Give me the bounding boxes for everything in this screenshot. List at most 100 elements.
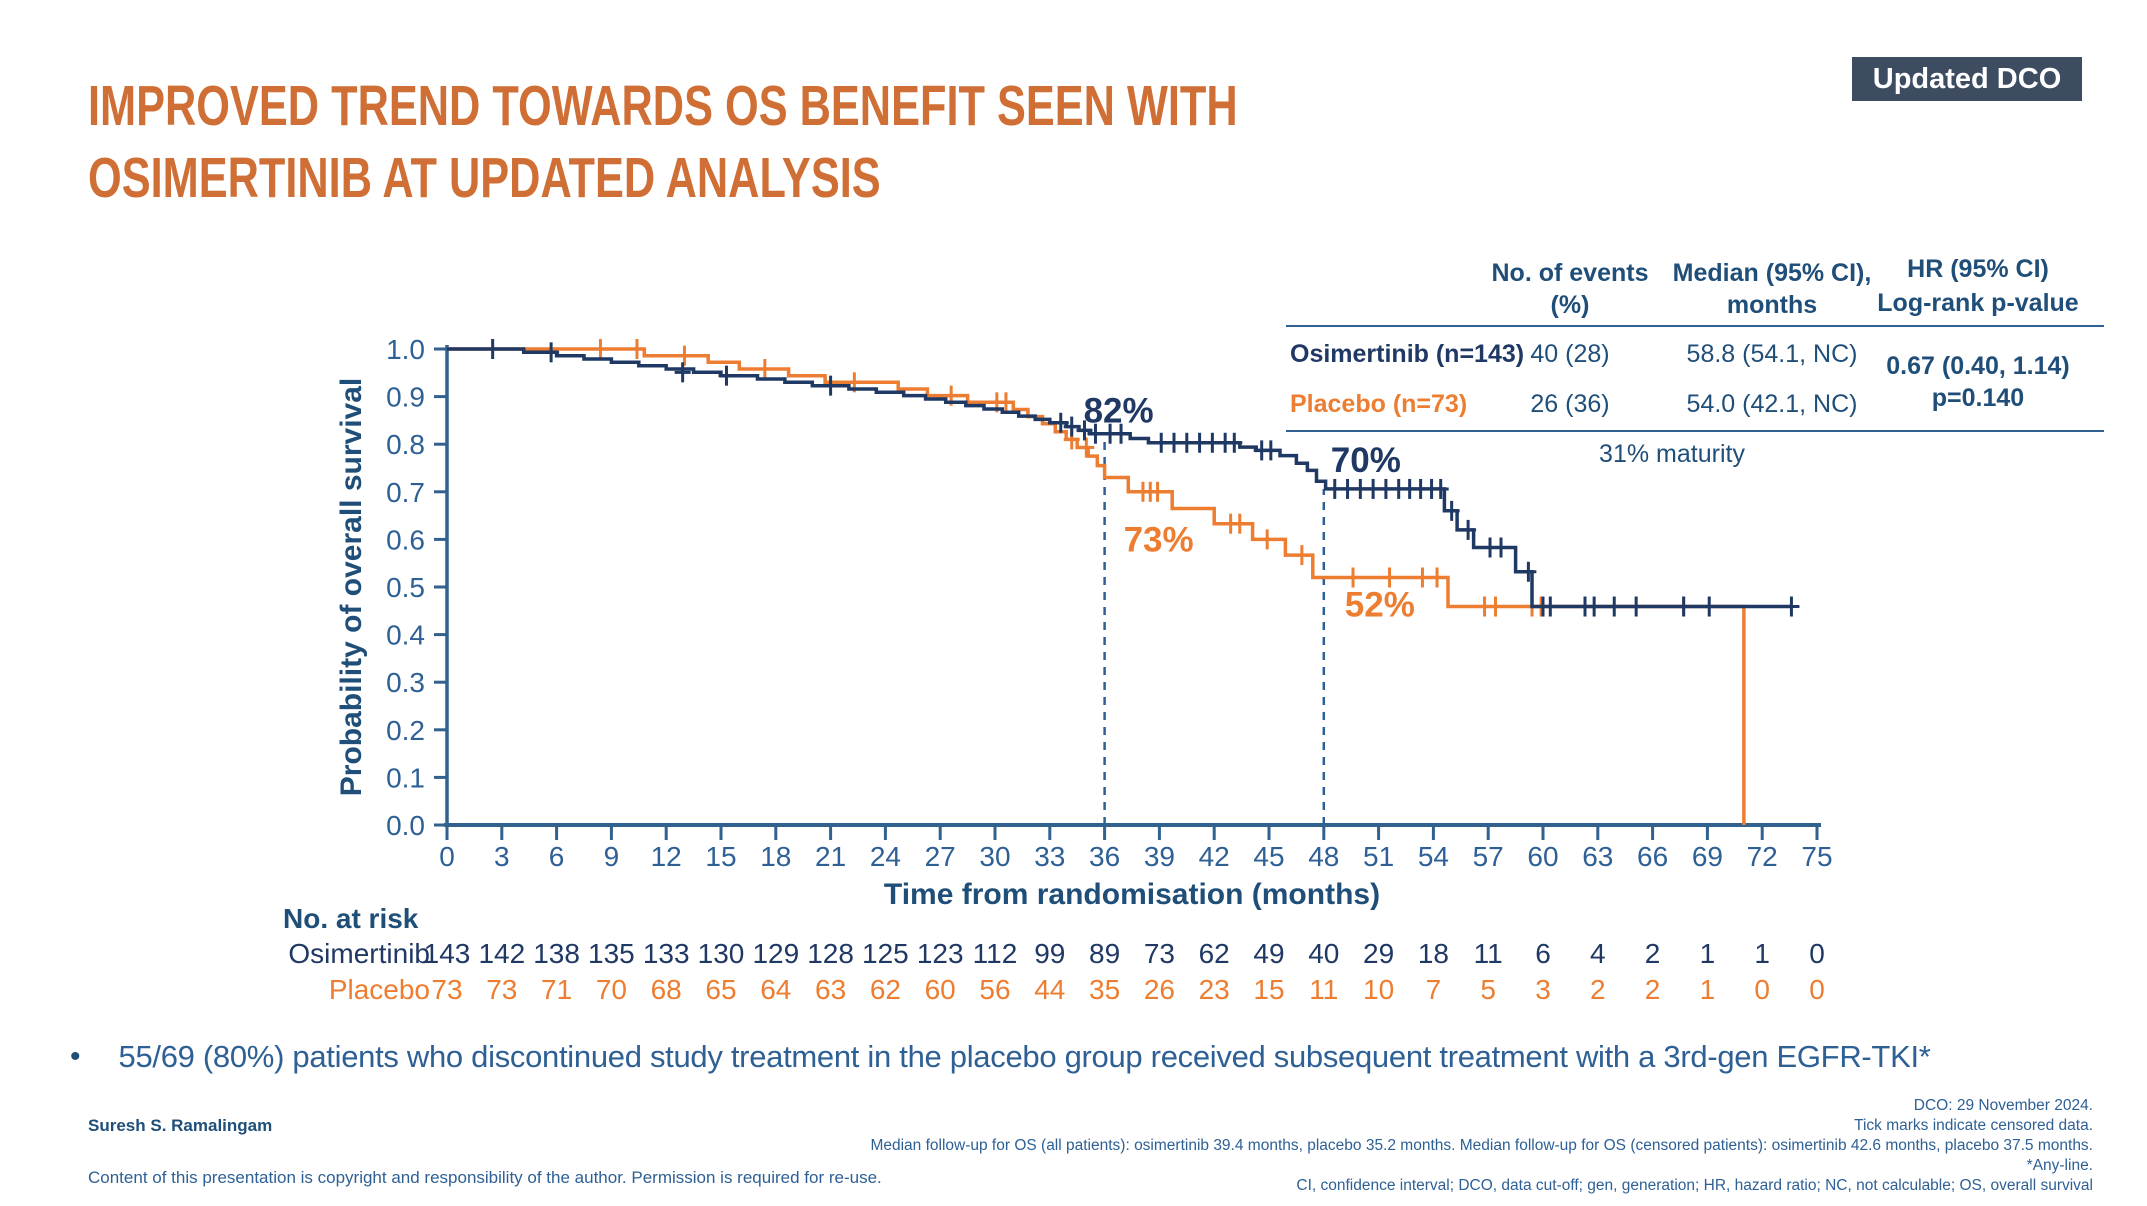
x-tick-label: 75 xyxy=(1801,841,1832,872)
at-risk-value: 62 xyxy=(869,974,901,1005)
x-tick-label: 63 xyxy=(1582,841,1613,872)
at-risk-value: 143 xyxy=(423,938,471,969)
landmark-label-52: 52% xyxy=(1345,585,1415,624)
at-risk-value: 4 xyxy=(1590,938,1606,969)
x-tick-label: 3 xyxy=(494,841,510,872)
y-axis-title: Probability of overall survival xyxy=(335,377,368,797)
at-risk-value: 44 xyxy=(1034,974,1066,1005)
at-risk-value: 73 xyxy=(431,974,463,1005)
at-risk-value: 130 xyxy=(697,938,745,969)
x-tick-label: 42 xyxy=(1199,841,1230,872)
summary-hr-value: 0.67 (0.40, 1.14) xyxy=(1886,352,2070,380)
y-tick-label: 1.0 xyxy=(386,334,425,365)
at-risk-value: 3 xyxy=(1535,974,1551,1005)
summary-row-osimertinib-label: Osimertinib (n=143) xyxy=(1290,340,1525,368)
footer-notes: DCO: 29 November 2024. Tick marks indicat… xyxy=(870,1096,2093,1196)
footer-note-line: CI, confidence interval; DCO, data cut-o… xyxy=(1296,1177,2093,1194)
at-risk-value: 123 xyxy=(916,938,964,969)
summary-row-osimertinib-events: 40 (28) xyxy=(1530,340,1610,368)
x-tick-label: 54 xyxy=(1418,841,1449,872)
at-risk-value: 112 xyxy=(972,938,1018,969)
at-risk-value: 128 xyxy=(807,938,854,969)
x-axis-title: Time from randomisation (months) xyxy=(883,878,1381,911)
at-risk-value: 89 xyxy=(1089,938,1121,969)
y-tick-label: 0.3 xyxy=(386,667,425,698)
at-risk-value: 73 xyxy=(486,974,518,1005)
x-tick-label: 48 xyxy=(1308,841,1339,872)
at-risk-value: 125 xyxy=(862,938,909,969)
at-risk-value: 15 xyxy=(1253,974,1285,1005)
summary-header-median-line1: Median (95% CI), xyxy=(1672,259,1872,287)
at-risk-row-name-osimertinib: Osimertinib xyxy=(288,938,430,969)
at-risk-value: 29 xyxy=(1363,938,1395,969)
km-curve-osimertinib xyxy=(447,347,1792,609)
slide-title-line1: IMPROVED TREND TOWARDS OS BENEFIT SEEN W… xyxy=(88,74,1238,138)
summary-row-placebo-events: 26 (36) xyxy=(1530,390,1610,418)
at-risk-value: 133 xyxy=(642,938,690,969)
at-risk-value: 6 xyxy=(1535,938,1551,969)
landmark-label-73: 73% xyxy=(1124,521,1194,560)
at-risk-value: 71 xyxy=(541,974,573,1005)
at-risk-value: 0 xyxy=(1809,938,1825,969)
summary-table-rule-top xyxy=(1286,325,2104,327)
at-risk-value: 70 xyxy=(595,974,627,1005)
at-risk-value: 49 xyxy=(1253,938,1285,969)
at-risk-value: 2 xyxy=(1644,938,1661,969)
summary-row-placebo-label: Placebo (n=73) xyxy=(1290,390,1468,418)
updated-dco-badge: Updated DCO xyxy=(1852,57,2082,101)
y-tick-label: 0.0 xyxy=(386,810,425,841)
footer-copyright: Content of this presentation is copyrigh… xyxy=(88,1168,882,1187)
summary-header-events-line1: No. of events xyxy=(1491,259,1649,287)
footer-note-line: *Any-line. xyxy=(2026,1157,2093,1174)
x-tick-label: 57 xyxy=(1473,841,1504,872)
y-tick-label: 0.1 xyxy=(386,762,425,793)
at-risk-value: 129 xyxy=(752,938,800,969)
at-risk-value: 10 xyxy=(1363,974,1395,1005)
y-tick-label: 0.6 xyxy=(386,524,425,555)
summary-header-median-line2: months xyxy=(1726,291,1818,319)
x-tick-label: 66 xyxy=(1637,841,1668,872)
summary-header-hr-line1: HR (95% CI) xyxy=(1907,255,2049,283)
at-risk-value: 56 xyxy=(979,974,1011,1005)
at-risk-row-name-placebo: Placebo xyxy=(328,974,430,1005)
at-risk-value: 2 xyxy=(1644,974,1661,1005)
at-risk-label: No. at risk xyxy=(283,903,419,934)
at-risk-value: 26 xyxy=(1143,974,1175,1005)
at-risk-value: 65 xyxy=(705,974,737,1005)
landmark-label-82: 82% xyxy=(1084,392,1154,431)
x-tick-label: 45 xyxy=(1253,841,1284,872)
at-risk-value: 1 xyxy=(1754,938,1770,969)
at-risk-value: 40 xyxy=(1308,938,1340,969)
y-tick-label: 0.2 xyxy=(386,715,425,746)
x-tick-label: 9 xyxy=(604,841,620,872)
x-tick-label: 69 xyxy=(1692,841,1723,872)
at-risk-value: 99 xyxy=(1034,938,1066,969)
x-tick-label: 0 xyxy=(439,841,455,872)
footer-note-line: DCO: 29 November 2024. xyxy=(1913,1097,2093,1114)
x-tick-label: 51 xyxy=(1363,841,1394,872)
at-risk-value: 73 xyxy=(1143,938,1175,969)
x-tick-label: 18 xyxy=(760,841,791,872)
at-risk-value: 7 xyxy=(1425,974,1442,1005)
at-risk-value: 135 xyxy=(588,938,635,969)
at-risk-value: 138 xyxy=(533,938,580,969)
x-tick-label: 24 xyxy=(870,841,901,872)
at-risk-value: 0 xyxy=(1809,974,1825,1005)
y-tick-label: 0.9 xyxy=(386,382,425,413)
at-risk-value: 5 xyxy=(1480,974,1496,1005)
summary-maturity: 31% maturity xyxy=(1599,440,1745,468)
x-tick-label: 33 xyxy=(1034,841,1065,872)
at-risk-value: 142 xyxy=(478,938,526,969)
footer-author: Suresh S. Ramalingam xyxy=(88,1116,273,1135)
at-risk-value: 1 xyxy=(1699,938,1716,969)
bullet-point: • 55/69 (80%) patients who discontinued … xyxy=(70,1037,2110,1077)
x-tick-label: 60 xyxy=(1527,841,1558,872)
x-tick-label: 21 xyxy=(815,841,846,872)
at-risk-value: 63 xyxy=(815,974,847,1005)
at-risk-value: 11 xyxy=(1309,974,1339,1005)
y-tick-label: 0.5 xyxy=(386,572,425,603)
summary-row-placebo-median: 54.0 (42.1, NC) xyxy=(1686,390,1858,418)
at-risk-value: 60 xyxy=(924,974,956,1005)
at-risk-value: 2 xyxy=(1590,974,1606,1005)
